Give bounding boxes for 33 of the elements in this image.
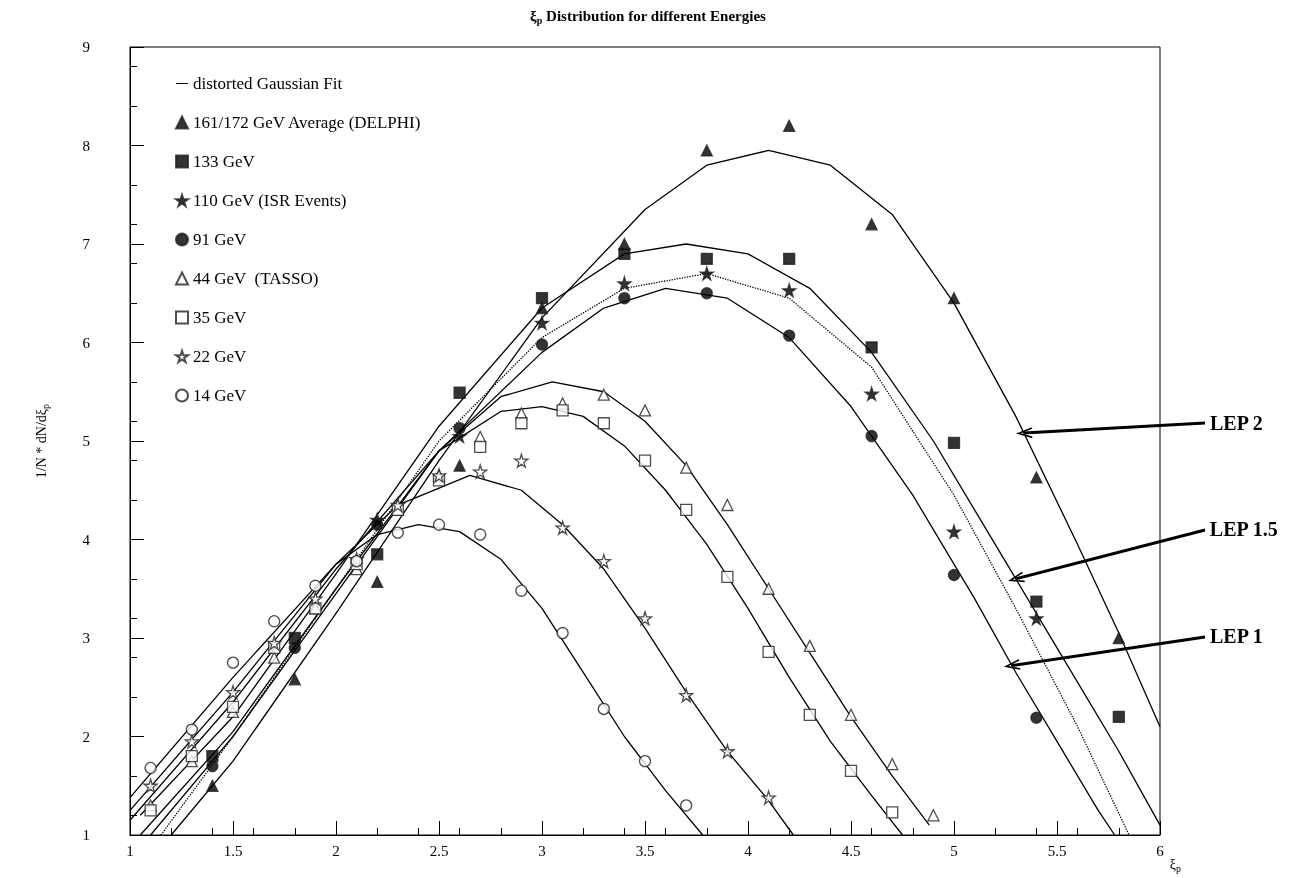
y-tick-label: 9 — [82, 39, 90, 55]
legend-label: 44 GeV (TASSO) — [193, 269, 319, 288]
y-tick-label: 2 — [82, 728, 90, 745]
legend-label: 14 GeV — [193, 386, 248, 405]
annotation: LEP 1.5 — [1209, 517, 1278, 540]
x-tick-label: 2 — [332, 842, 340, 859]
legend-label: 110 GeV (ISR Events) — [193, 191, 347, 210]
legend-label: 35 GeV — [193, 308, 248, 327]
x-tick-label: 5.5 — [1047, 842, 1067, 859]
y-tick-label: 5 — [82, 433, 90, 449]
legend-label: distorted Gaussian Fit — [193, 74, 343, 93]
x-tick-label: 3.5 — [635, 842, 655, 859]
y-tick-label: 3 — [82, 630, 90, 646]
legend-label: 22 GeV — [193, 347, 248, 366]
x-tick-label: 1.5 — [223, 842, 243, 859]
y-tick-label: 4 — [82, 531, 91, 548]
y-tick-label: 8 — [82, 137, 90, 154]
x-tick-label: 1 — [126, 842, 134, 859]
x-tick-label: 4.5 — [841, 842, 861, 859]
y-tick-label: 6 — [82, 334, 91, 351]
x-tick-label: 5 — [950, 842, 958, 859]
y-tick-label: 1 — [82, 827, 90, 843]
legend-label: 133 GeV — [193, 152, 256, 171]
x-tick-label: 3 — [538, 842, 546, 859]
annotation: LEP 1 — [1209, 625, 1263, 648]
x-tick-label: 4 — [744, 842, 753, 859]
y-tick-label: 7 — [82, 236, 91, 252]
annotation: LEP 2 — [1209, 411, 1263, 434]
legend-label: 91 GeV — [193, 230, 248, 249]
x-tick-label: 2.5 — [429, 842, 449, 859]
y-axis-title: 1/N * dN/dξp — [33, 403, 51, 479]
legend-label: 161/172 GeV Average (DELPHI) — [193, 113, 421, 132]
x-tick-label: 6 — [1156, 842, 1165, 859]
